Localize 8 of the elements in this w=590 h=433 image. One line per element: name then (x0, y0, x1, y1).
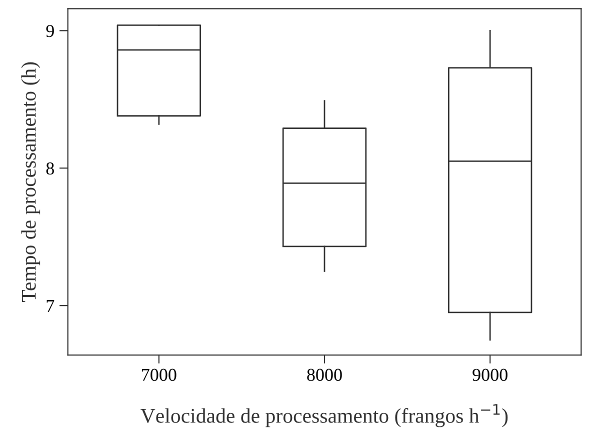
y-tick-label: 7 (46, 300, 54, 312)
x-axis-title: Velocidade de processamento (frangos h$^{−1}$) (140, 404, 508, 428)
x-tick-label: 8000 (307, 368, 342, 381)
x-tick-label: 7000 (142, 368, 176, 381)
y-tick-label: 9 (46, 24, 54, 38)
y-tick-label: 8 (46, 162, 54, 175)
x-tick-label: 9000 (472, 368, 508, 381)
y-axis-title: Tempo de processamento (h) (21, 62, 40, 302)
